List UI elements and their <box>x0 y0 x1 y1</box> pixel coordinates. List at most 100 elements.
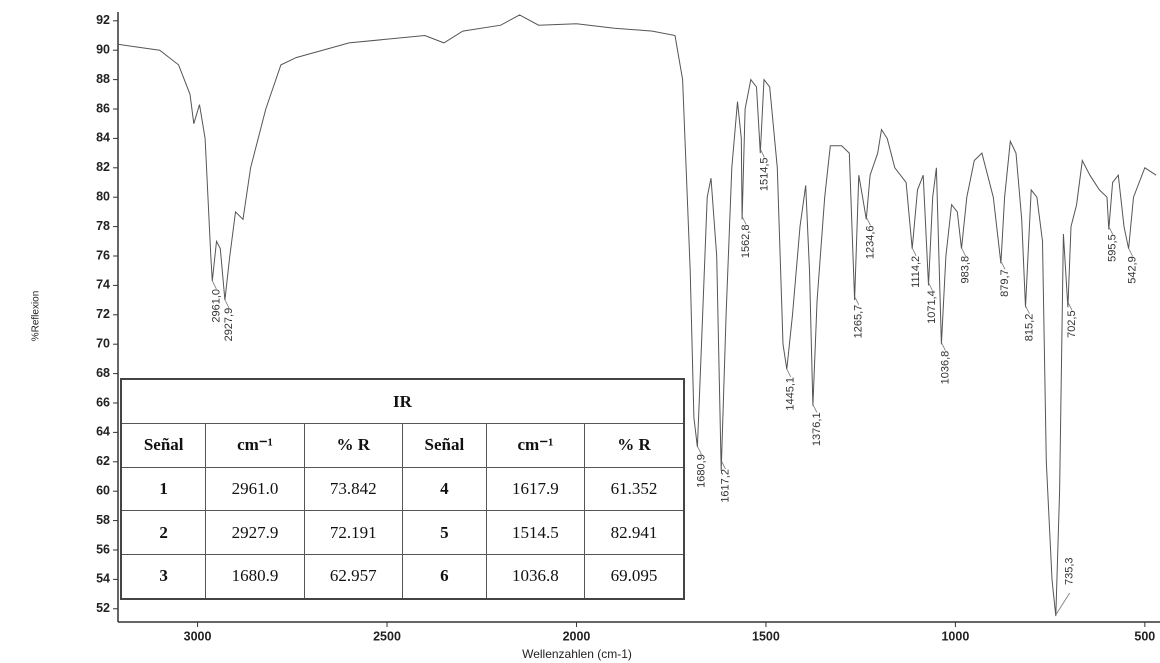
peak-leader <box>927 282 933 291</box>
peak-leader <box>941 342 946 351</box>
y-tick-label: 80 <box>96 190 110 204</box>
y-tick-label: 58 <box>96 513 110 527</box>
peak-label: 542,9 <box>1126 256 1138 284</box>
y-tick-label: 90 <box>96 43 110 57</box>
table-row: 1 2961.0 73.842 4 1617.9 61.352 <box>120 466 685 512</box>
table-cell: 2 <box>120 510 207 555</box>
table-cell: cm⁻¹ <box>205 423 305 468</box>
table-cell: Señal <box>401 423 487 468</box>
table-cell: 1036.8 <box>485 553 586 600</box>
x-tick-label: 2500 <box>373 629 401 643</box>
table-cell: 2927.9 <box>205 510 305 555</box>
y-tick-label: 76 <box>96 248 110 262</box>
table-cell: 82.941 <box>584 510 685 555</box>
y-tick-label: 52 <box>96 601 110 615</box>
table-cell: cm⁻¹ <box>485 423 586 468</box>
y-tick-label: 88 <box>96 72 110 86</box>
table-cell: 6 <box>401 553 487 600</box>
table-cell: 72.191 <box>303 510 403 555</box>
peak-label: 879,7 <box>999 269 1011 297</box>
x-axis-label: Wellenzahlen (cm-1) <box>522 647 632 661</box>
peak-label: 595,5 <box>1107 234 1119 262</box>
table-cell: 73.842 <box>303 466 403 512</box>
peak-label: 735,3 <box>1064 557 1076 585</box>
y-tick-label: 74 <box>96 278 110 292</box>
y-tick-label: 92 <box>96 13 110 27</box>
peak-leader <box>854 296 860 305</box>
table-cell: 2961.0 <box>205 466 305 512</box>
peak-label: 1617,2 <box>719 469 731 503</box>
peak-label: 1234,6 <box>864 225 876 259</box>
peak-label: 1036,8 <box>939 351 951 385</box>
x-tick-label: 3000 <box>184 629 212 643</box>
peak-leader <box>1128 248 1133 257</box>
spectrum-line <box>117 14 1157 617</box>
y-tick-label: 78 <box>96 219 110 233</box>
table-cell: % R <box>303 423 403 468</box>
y-tick-label: 84 <box>96 131 110 145</box>
peak-leader <box>961 247 966 257</box>
table-row: 3 1680.9 62.957 6 1036.8 69.095 <box>120 553 685 600</box>
peak-leader <box>224 299 230 308</box>
y-tick-label: 60 <box>96 483 110 497</box>
peak-label: 983,8 <box>959 256 971 284</box>
y-tick-label: 82 <box>96 160 110 174</box>
y-tick-label: 62 <box>96 454 110 468</box>
ir-table: IR Señal cm⁻¹% R Señal cm⁻¹% R 1 2961.0 73.84… <box>120 378 685 600</box>
peak-leader <box>866 217 871 226</box>
peak-label: 1265,7 <box>853 305 865 339</box>
peak-leader <box>1108 226 1114 235</box>
y-tick-label: 66 <box>96 395 110 409</box>
y-tick-label: 86 <box>96 101 110 115</box>
table-cell: 4 <box>401 466 487 512</box>
x-tick-label: 1500 <box>752 629 780 643</box>
peak-label: 702,5 <box>1066 310 1078 338</box>
table-cell: Señal <box>120 423 207 468</box>
peak-label: 1114,2 <box>910 256 922 288</box>
peak-leader <box>911 247 917 257</box>
table-cell: 61.352 <box>584 466 685 512</box>
table-row: 2 2927.9 72.191 5 1514.5 82.941 <box>120 510 685 555</box>
peak-leader <box>1000 261 1006 270</box>
y-tick-label: 56 <box>96 542 110 556</box>
peak-leader <box>786 368 792 378</box>
table-cell: 1617.9 <box>485 466 586 512</box>
peak-leader <box>211 280 217 290</box>
peak-label: 1514,5 <box>758 157 770 191</box>
peak-label: 2961,0 <box>210 289 222 323</box>
peak-leader <box>812 404 818 413</box>
y-tick-label: 54 <box>96 572 110 586</box>
x-tick-label: 1000 <box>941 629 969 643</box>
peak-label: 1071,4 <box>926 290 938 324</box>
x-tick-label: 500 <box>1134 629 1155 643</box>
x-tick-label: 2000 <box>563 629 591 643</box>
peak-leader <box>741 216 747 225</box>
table-cell: 1 <box>120 466 207 512</box>
table-title: IR <box>120 378 685 425</box>
table-cell: 62.957 <box>303 553 403 600</box>
peak-leader <box>1025 305 1030 314</box>
table-cell: % R <box>584 423 685 468</box>
table-cell: 3 <box>120 553 207 600</box>
y-tick-label: 68 <box>96 366 110 380</box>
peak-leader <box>721 460 726 470</box>
peak-leader <box>697 445 702 455</box>
table-cell: 1514.5 <box>485 510 586 555</box>
peak-leader <box>760 149 765 158</box>
table-cell: 5 <box>401 510 487 555</box>
peak-label: 1445,1 <box>785 377 797 411</box>
peak-label: 1562,8 <box>740 224 752 258</box>
table-cell: 1680.9 <box>205 553 305 600</box>
y-tick-label: 64 <box>96 425 110 439</box>
y-tick-label: 72 <box>96 307 110 321</box>
peak-leader <box>1067 302 1073 311</box>
table-cell: 69.095 <box>584 553 685 600</box>
peak-label: 1680,9 <box>695 454 707 488</box>
peak-label: 815,2 <box>1023 314 1035 342</box>
y-axis-label: %Reflexion <box>31 291 42 342</box>
peak-label: 2927,9 <box>223 308 235 342</box>
peak-leader <box>1055 592 1071 616</box>
y-tick-label: 70 <box>96 336 110 350</box>
